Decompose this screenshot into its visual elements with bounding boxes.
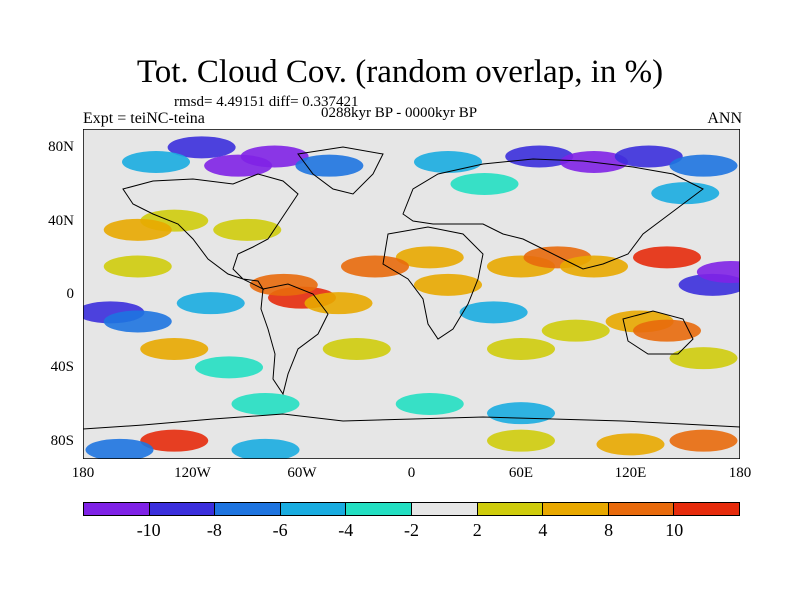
colorbar bbox=[83, 502, 740, 516]
colorbar-label: -10 bbox=[136, 520, 161, 540]
season-label: ANN bbox=[707, 110, 742, 127]
anomaly-patch bbox=[651, 182, 720, 205]
colorbar-label: -6 bbox=[272, 520, 288, 540]
anomaly-patch bbox=[487, 338, 555, 360]
period-label: 0288kyr BP - 0000kyr BP bbox=[321, 105, 478, 121]
anomaly-patch bbox=[213, 218, 282, 241]
colorbar-label: -4 bbox=[338, 520, 354, 540]
anomaly-patch bbox=[341, 255, 409, 278]
anomaly-patch bbox=[395, 393, 464, 415]
map-plot bbox=[83, 129, 740, 459]
experiment-label: Expt = teiNC-teina bbox=[83, 110, 205, 127]
colorbar-label: 4 bbox=[538, 520, 548, 540]
coast-africa bbox=[382, 226, 484, 340]
anomaly-patch bbox=[505, 145, 574, 168]
anomaly-patch bbox=[487, 402, 555, 425]
lat-tick-label: 80N bbox=[48, 139, 74, 156]
colorbar-box bbox=[215, 503, 281, 515]
coast-north-america bbox=[122, 173, 299, 291]
coast-south-america bbox=[260, 283, 329, 396]
colorbar-box bbox=[543, 503, 609, 515]
lat-tick-label: 0 bbox=[66, 286, 75, 302]
anomaly-patch bbox=[414, 151, 482, 173]
anomaly-patch bbox=[487, 429, 555, 452]
lon-tick-label: 60E bbox=[508, 465, 534, 481]
anomaly-patch bbox=[633, 319, 701, 342]
anomaly-patch bbox=[140, 429, 209, 452]
colorbar-label: 2 bbox=[472, 520, 482, 540]
lon-tick-label: 0 bbox=[407, 465, 416, 481]
coast-antarctica bbox=[83, 413, 740, 430]
anomaly-patch bbox=[414, 273, 482, 296]
coast-eurasia bbox=[402, 158, 704, 270]
colorbar-box bbox=[346, 503, 412, 515]
anomaly-patch bbox=[304, 292, 373, 315]
coast-greenland bbox=[297, 146, 384, 195]
colorbar-label: 10 bbox=[665, 520, 684, 540]
coastlines bbox=[83, 146, 740, 430]
lat-tick-label: 80S bbox=[50, 432, 74, 449]
anomaly-patch bbox=[322, 338, 391, 360]
anomaly-patch bbox=[614, 145, 683, 168]
lon-tick-label: 120W bbox=[174, 465, 211, 481]
anomaly-patch bbox=[669, 429, 738, 452]
anomaly-patch bbox=[140, 338, 209, 360]
anomaly-patch bbox=[696, 261, 740, 283]
colorbar-box bbox=[84, 503, 150, 515]
anomaly-patch bbox=[240, 145, 309, 168]
colorbar-box bbox=[411, 503, 478, 515]
anomaly-patch bbox=[459, 301, 528, 324]
lon-tick-label: 120E bbox=[614, 465, 647, 481]
anomaly-patch bbox=[231, 393, 300, 415]
colorbar-label: 8 bbox=[604, 520, 614, 540]
anomaly-patch bbox=[541, 319, 610, 342]
anomaly-patch bbox=[195, 356, 263, 379]
lon-tick-label: 180 bbox=[71, 465, 95, 481]
lon-tick-label: 60W bbox=[287, 465, 317, 481]
colorbar-box bbox=[674, 503, 739, 515]
colorbar-box bbox=[149, 503, 216, 515]
anomaly-patch bbox=[669, 347, 738, 370]
anomaly-patch bbox=[231, 438, 300, 459]
anomaly-patch bbox=[295, 154, 364, 177]
anomaly-patch bbox=[103, 310, 172, 333]
colorbar-label: -8 bbox=[206, 520, 222, 540]
anomaly-patch bbox=[167, 136, 236, 159]
figure-title: Tot. Cloud Cov. (random overlap, in %) bbox=[136, 54, 664, 90]
anomaly-patch bbox=[450, 173, 519, 195]
colorbar-box bbox=[608, 503, 675, 515]
anomaly-patch-layer bbox=[83, 136, 740, 459]
anomaly-patch bbox=[395, 246, 464, 269]
lon-tick-label: 180 bbox=[728, 465, 752, 481]
coast-australia bbox=[622, 310, 694, 355]
anomaly-patch bbox=[103, 255, 172, 278]
anomaly-patch bbox=[122, 151, 190, 173]
anomaly-patch bbox=[596, 433, 665, 456]
anomaly-patch bbox=[103, 218, 172, 241]
anomaly-patch bbox=[669, 154, 738, 177]
anomaly-patch bbox=[85, 438, 154, 459]
colorbar-label: -2 bbox=[404, 520, 419, 540]
colorbar-box bbox=[477, 503, 544, 515]
stats-text: rmsd= 4.49151 diff= 0.337421 bbox=[174, 94, 359, 110]
lat-tick-label: 40S bbox=[50, 359, 74, 376]
anomaly-patch bbox=[176, 292, 245, 315]
anomaly-patch bbox=[633, 246, 701, 269]
colorbar-box bbox=[280, 503, 347, 515]
map-canvas bbox=[83, 129, 740, 459]
lat-tick-label: 40N bbox=[48, 212, 74, 229]
